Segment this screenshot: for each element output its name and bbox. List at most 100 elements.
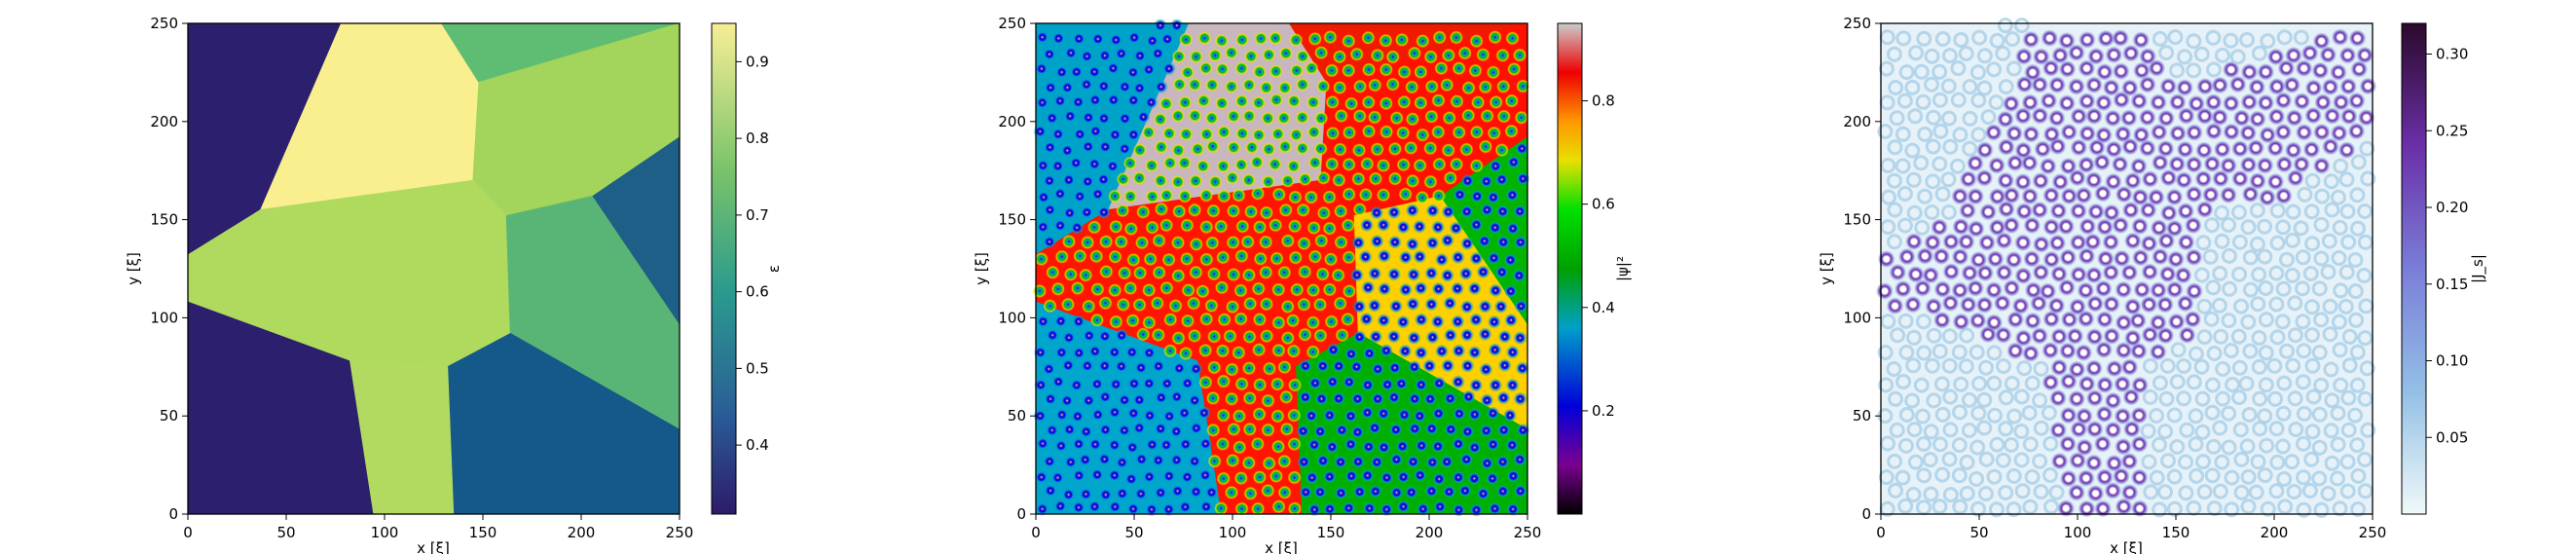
vortex xyxy=(1118,393,1131,407)
vortex xyxy=(1458,484,1472,498)
vortex xyxy=(1135,453,1149,466)
current-vortex xyxy=(1931,218,1948,236)
vortex xyxy=(1090,282,1104,296)
vortex xyxy=(1053,499,1067,513)
vortex xyxy=(1313,485,1327,499)
current-vortex xyxy=(1987,250,2005,268)
x-tick-label: 150 xyxy=(2162,524,2190,541)
current-vortex xyxy=(2151,219,2168,237)
vortex xyxy=(1109,250,1122,264)
current-vortex xyxy=(2130,158,2148,175)
current-vortex xyxy=(2060,407,2078,425)
vortex xyxy=(1305,409,1318,423)
vortex xyxy=(1406,203,1419,217)
vortex xyxy=(1152,359,1165,373)
vortex xyxy=(1290,129,1304,142)
vortex xyxy=(1380,63,1393,77)
colorbar-label: |ψ|² xyxy=(1614,256,1632,281)
vortex xyxy=(1343,158,1356,171)
current-vortex xyxy=(2121,79,2139,96)
vortex xyxy=(1496,391,1510,405)
current-vortex xyxy=(2339,78,2357,95)
vortex xyxy=(1313,298,1327,312)
vortex xyxy=(1408,331,1421,345)
vortex xyxy=(1260,81,1273,94)
vortex xyxy=(1144,252,1158,266)
vortex xyxy=(1226,171,1239,185)
vortex xyxy=(1242,456,1256,469)
vortex xyxy=(1215,280,1229,294)
vortex xyxy=(1072,347,1086,360)
vortex xyxy=(1046,328,1059,342)
current-vortex xyxy=(1988,157,2006,174)
vortex xyxy=(1232,189,1245,203)
current-vortex xyxy=(2314,93,2332,111)
vortex xyxy=(1115,359,1128,373)
vortex xyxy=(1217,160,1231,173)
vortex xyxy=(1467,472,1481,486)
current-vortex xyxy=(1967,279,1984,297)
vortex xyxy=(1414,96,1427,110)
current-vortex xyxy=(2076,438,2093,456)
vortex xyxy=(1188,109,1201,123)
vortex xyxy=(1368,267,1381,280)
vortex xyxy=(1316,454,1330,467)
current-vortex xyxy=(2240,93,2258,111)
current-vortex xyxy=(2177,203,2194,220)
vortex xyxy=(1424,50,1438,63)
current-vortex xyxy=(2168,313,2186,330)
current-vortex xyxy=(2257,63,2274,81)
vortex xyxy=(1088,437,1102,451)
current-vortex xyxy=(2177,141,2194,159)
current-vortex xyxy=(2267,108,2285,126)
y-tick-label: 250 xyxy=(1843,15,1871,32)
current-vortex xyxy=(1904,296,1922,314)
vortex xyxy=(1461,359,1475,373)
vortex xyxy=(1082,111,1095,125)
current-vortex xyxy=(1925,298,1942,315)
vortex xyxy=(1453,407,1466,421)
current-vortex xyxy=(2070,107,2087,125)
x-tick-label: 0 xyxy=(183,524,193,541)
y-tick-label: 50 xyxy=(160,407,178,425)
vortex xyxy=(1116,203,1129,217)
vortex xyxy=(1495,172,1509,186)
current-vortex xyxy=(2133,127,2151,144)
vortex xyxy=(1036,437,1049,451)
vortex xyxy=(1308,32,1322,46)
x-tick-label: 250 xyxy=(666,524,694,541)
vortex xyxy=(1435,253,1449,267)
current-vortex xyxy=(1968,220,1985,238)
vortex xyxy=(1063,109,1077,123)
vortex xyxy=(1453,126,1466,139)
vortex xyxy=(1470,159,1484,172)
vortex xyxy=(1423,392,1437,406)
vortex xyxy=(1281,234,1295,247)
vortex xyxy=(1360,218,1374,232)
vortex xyxy=(1054,439,1068,453)
vortex xyxy=(1452,250,1465,264)
vortex xyxy=(1151,47,1164,60)
vortex xyxy=(1091,408,1105,422)
current-vortex xyxy=(2132,31,2150,49)
current-vortex xyxy=(2313,124,2331,141)
vortex xyxy=(1207,330,1221,344)
current-vortex xyxy=(2012,297,2030,314)
vortex xyxy=(1360,313,1374,326)
y-axis-label: y [ξ] xyxy=(125,252,142,285)
x-axis-label: x [ξ] xyxy=(1265,539,1298,554)
vortex xyxy=(1072,95,1086,109)
vortex xyxy=(1109,220,1122,234)
vortex xyxy=(1505,438,1519,452)
vortex xyxy=(1182,283,1196,297)
vortex xyxy=(1305,191,1318,204)
vortex xyxy=(1227,236,1240,249)
vortex xyxy=(1504,284,1518,298)
x-tick-label: 0 xyxy=(1876,524,1886,541)
vortex xyxy=(1432,158,1446,171)
current-vortex xyxy=(2078,469,2095,487)
vortex xyxy=(1424,267,1438,280)
vortex xyxy=(1306,471,1319,485)
current-vortex xyxy=(1978,234,1996,251)
vortex xyxy=(1307,221,1321,235)
